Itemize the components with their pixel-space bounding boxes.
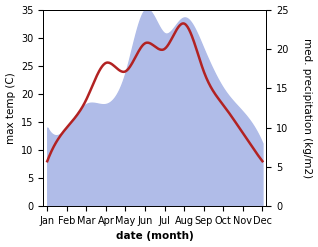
X-axis label: date (month): date (month) bbox=[116, 231, 194, 242]
Y-axis label: med. precipitation (kg/m2): med. precipitation (kg/m2) bbox=[302, 38, 313, 178]
Y-axis label: max temp (C): max temp (C) bbox=[5, 72, 16, 144]
